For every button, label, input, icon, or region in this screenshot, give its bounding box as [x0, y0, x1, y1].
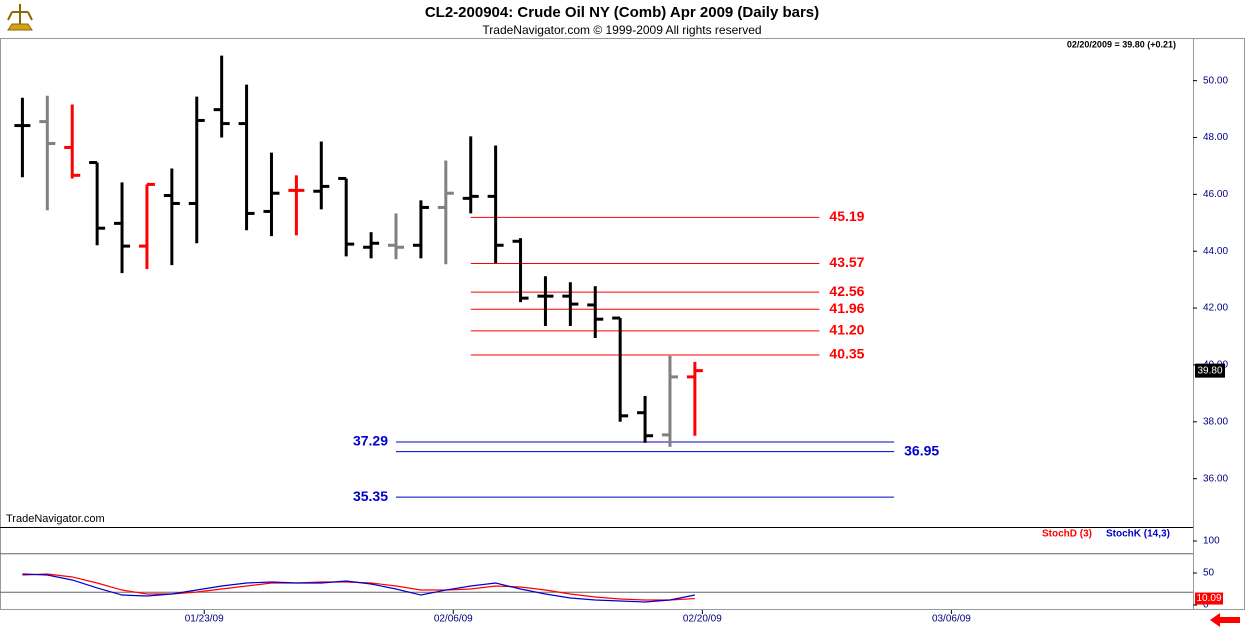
- legend-entry: StochD (3): [1042, 529, 1092, 540]
- level-label: 37.29: [353, 433, 388, 449]
- last-price-header: 02/20/2009 = 39.80 (+0.21): [1067, 39, 1176, 49]
- level-label: 41.20: [829, 322, 864, 338]
- last-price-label: 39.80: [1197, 365, 1222, 376]
- level-label: 45.19: [829, 208, 864, 224]
- watermark: TradeNavigator.com: [6, 513, 105, 525]
- last-value-box: [1195, 592, 1223, 605]
- x-tick-label: 03/06/09: [932, 614, 971, 625]
- last-value-label: 10.09: [1196, 593, 1221, 604]
- scroll-arrow[interactable]: [1210, 613, 1240, 627]
- level-label: 43.57: [829, 254, 864, 270]
- y-tick-label: 100: [1203, 536, 1220, 547]
- y-tick-label: 42.00: [1203, 303, 1228, 314]
- chart-subtitle: TradeNavigator.com © 1999-2009 All right…: [482, 23, 761, 37]
- x-tick-label: 02/06/09: [434, 614, 473, 625]
- last-price-box: [1195, 363, 1225, 378]
- level-label: 36.95: [904, 442, 939, 458]
- y-tick-label: 48.00: [1203, 132, 1228, 143]
- x-tick-label: 01/23/09: [185, 614, 224, 625]
- y-tick-label: 38.00: [1203, 416, 1228, 427]
- level-label: 41.96: [829, 300, 864, 316]
- legend-entry: StochK (14,3): [1106, 529, 1170, 540]
- logo: [7, 4, 33, 31]
- y-tick-label: 50: [1203, 568, 1215, 579]
- x-tick-label: 02/20/09: [683, 614, 722, 625]
- chart-title: CL2-200904: Crude Oil NY (Comb) Apr 2009…: [425, 4, 819, 21]
- stoch-line: [22, 573, 695, 603]
- y-tick-label: 44.00: [1203, 246, 1228, 257]
- y-tick-label: 46.00: [1203, 189, 1228, 200]
- y-tick-label: 50.00: [1203, 75, 1228, 86]
- level-label: 42.56: [829, 283, 864, 299]
- level-label: 40.35: [829, 346, 864, 362]
- level-label: 35.35: [353, 488, 388, 504]
- y-tick-label: 36.00: [1203, 473, 1228, 484]
- y-tick-label: 0: [1203, 600, 1209, 611]
